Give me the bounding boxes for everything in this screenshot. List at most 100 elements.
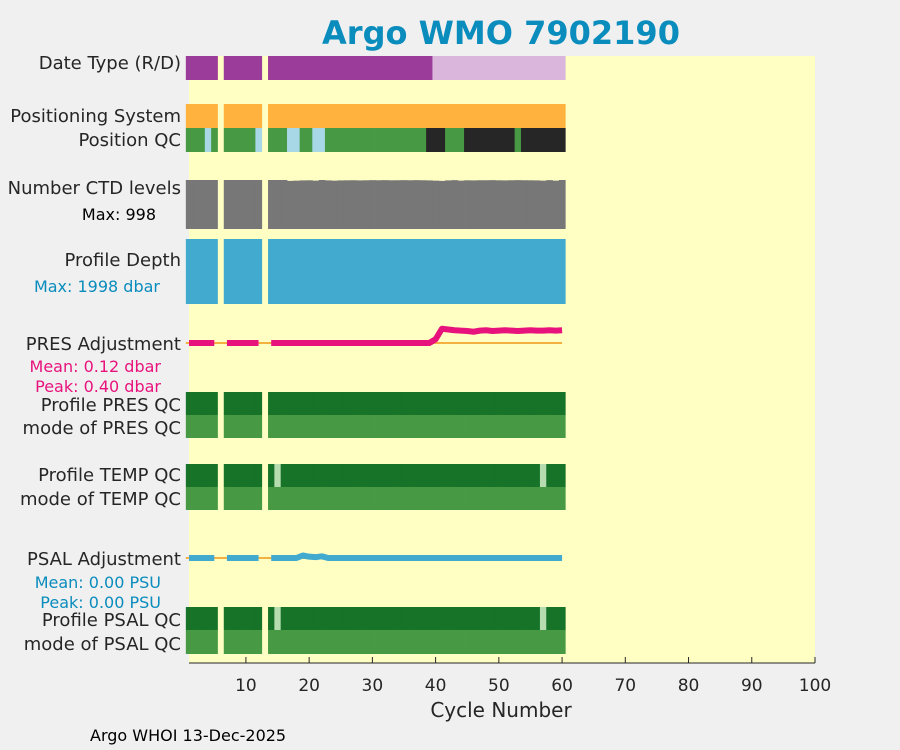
mode-pres-qc-bar <box>375 415 383 438</box>
date-type-bar <box>350 56 357 80</box>
ctd-levels-bar <box>185 180 193 229</box>
ctd-levels-bar <box>508 180 516 229</box>
profile-pres-qc-bar <box>192 392 199 415</box>
ctd-levels-bar <box>343 180 351 229</box>
profile-psal-qc-bar <box>305 607 313 630</box>
profile-depth-bar <box>293 239 301 304</box>
row-label-pres-adjustment: PRES Adjustment <box>26 334 181 355</box>
position-qc-bar <box>362 128 370 152</box>
position-qc-bar <box>489 128 497 152</box>
mode-temp-qc-bar <box>489 487 497 510</box>
position-qc-bar <box>432 128 440 152</box>
mode-pres-qc-bar <box>324 415 332 438</box>
profile-temp-qc-bar <box>495 464 503 487</box>
position-qc-bar <box>242 128 250 152</box>
mode-pres-qc-bar <box>185 415 193 438</box>
profile-temp-qc-bar <box>299 464 307 487</box>
profile-depth-bar <box>324 239 332 304</box>
ctd-levels-bar <box>236 180 244 229</box>
profile-psal-qc-bar <box>375 607 383 630</box>
profile-pres-qc-bar <box>381 392 389 415</box>
position-qc-bar <box>318 128 326 152</box>
mode-pres-qc-bar <box>413 415 421 438</box>
ctd-levels-bar <box>502 180 509 229</box>
profile-pres-qc-bar <box>375 392 383 415</box>
date-type-bar <box>255 56 263 80</box>
mode-temp-qc-bar <box>192 487 199 510</box>
positioning-bar <box>198 104 206 128</box>
mode-psal-qc-bar <box>388 630 395 654</box>
x-tick-label: 40 <box>425 676 447 696</box>
positioning-bar <box>470 104 478 128</box>
mode-psal-qc-bar <box>230 630 237 654</box>
profile-depth-bar <box>299 239 307 304</box>
profile-pres-qc-bar <box>457 392 465 415</box>
position-qc-bar <box>293 128 301 152</box>
profile-pres-qc-bar <box>388 392 395 415</box>
position-qc-bar <box>230 128 237 152</box>
mode-psal-qc-bar <box>400 630 408 654</box>
profile-depth-bar <box>343 239 351 304</box>
mode-temp-qc-bar <box>413 487 421 510</box>
profile-temp-qc-bar <box>249 464 256 487</box>
profile-temp-qc-bar <box>407 464 414 487</box>
position-qc-bar <box>211 128 218 152</box>
positioning-bar <box>280 104 288 128</box>
ctd-levels-bar <box>400 180 408 229</box>
mode-temp-qc-bar <box>293 487 301 510</box>
profile-pres-qc-bar <box>356 392 364 415</box>
profile-temp-qc-bar <box>451 464 459 487</box>
positioning-bar <box>476 104 484 128</box>
mode-pres-qc-bar <box>249 415 256 438</box>
profile-pres-qc-bar <box>293 392 301 415</box>
date-type-bar <box>489 56 497 80</box>
mode-psal-qc-bar <box>558 630 566 654</box>
mode-temp-qc-bar <box>495 487 503 510</box>
profile-pres-qc-bar <box>236 392 244 415</box>
profile-psal-qc-bar <box>457 607 465 630</box>
x-tick-label: 50 <box>488 676 510 696</box>
profile-psal-qc-bar <box>236 607 244 630</box>
mode-temp-qc-bar <box>223 487 231 510</box>
profile-temp-qc-bar <box>445 464 452 487</box>
mode-temp-qc-bar <box>350 487 357 510</box>
profile-psal-qc-bar <box>299 607 307 630</box>
mode-temp-qc-bar <box>331 487 338 510</box>
profile-temp-qc-bar <box>508 464 516 487</box>
ctd-levels-bar <box>230 180 237 229</box>
profile-temp-qc-bar <box>337 464 345 487</box>
position-qc-bar <box>223 128 231 152</box>
mode-psal-qc-bar <box>457 630 465 654</box>
date-type-bar <box>312 56 320 80</box>
position-qc-bar <box>312 128 320 152</box>
date-type-bar <box>369 56 376 80</box>
profile-depth-bar <box>527 239 535 304</box>
mode-temp-qc-bar <box>305 487 313 510</box>
mode-psal-qc-bar <box>343 630 351 654</box>
mode-psal-qc-bar <box>495 630 503 654</box>
profile-depth-bar <box>236 239 244 304</box>
mode-pres-qc-bar <box>546 415 553 438</box>
position-qc-bar <box>470 128 478 152</box>
positioning-bar <box>527 104 535 128</box>
position-qc-bar <box>394 128 402 152</box>
profile-temp-qc-bar <box>413 464 421 487</box>
row-sublabel-profile-depth-max-label: Max: 1998 dbar <box>34 277 160 296</box>
mode-pres-qc-bar <box>312 415 320 438</box>
mode-pres-qc-bar <box>305 415 313 438</box>
positioning-bar <box>356 104 364 128</box>
ctd-levels-bar <box>356 180 364 229</box>
profile-psal-qc-bar <box>198 607 206 630</box>
pres-adjustment-line <box>271 325 563 346</box>
mode-pres-qc-bar <box>476 415 484 438</box>
position-qc-bar <box>483 128 490 152</box>
date-type-bar <box>337 56 345 80</box>
mode-temp-qc-bar <box>185 487 193 510</box>
ctd-levels-bar <box>520 180 528 229</box>
row-sublabel-psal-adjustment-mean-label: Mean: 0.00 PSU <box>35 573 161 592</box>
profile-pres-qc-bar <box>483 392 490 415</box>
position-qc-bar <box>337 128 345 152</box>
mode-pres-qc-bar <box>527 415 535 438</box>
date-type-bar <box>426 56 433 80</box>
profile-depth-bar <box>546 239 553 304</box>
